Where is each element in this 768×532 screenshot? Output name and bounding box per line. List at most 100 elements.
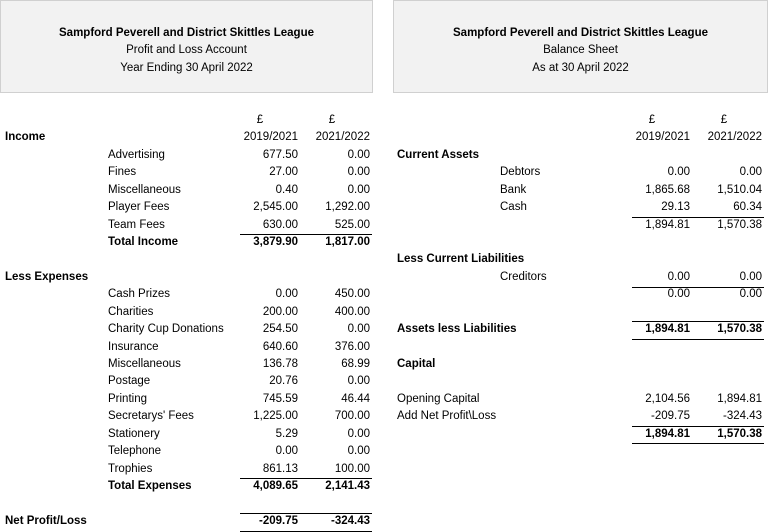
underline	[240, 478, 372, 480]
amount: 0.00	[275, 445, 298, 458]
item-label: Stationery	[108, 427, 160, 440]
amount: 60.34	[733, 201, 762, 214]
amount: 100.00	[334, 462, 370, 475]
amount: 0.00	[347, 148, 370, 161]
item-label: Secretarys' Fees	[108, 410, 194, 423]
amount: 0.00	[347, 427, 370, 440]
amount: 0.00	[667, 288, 690, 301]
column-header: 2021/2022	[707, 131, 762, 144]
item-label: Charity Cup Donations	[108, 323, 224, 336]
underline	[632, 321, 764, 323]
header: Sampford Peverell and District Skittles …	[0, 0, 373, 93]
total-label: Total Expenses	[108, 480, 192, 493]
underline	[632, 426, 764, 428]
underline	[240, 234, 372, 236]
item-label: Printing	[108, 392, 147, 405]
header: Sampford Peverell and District Skittles …	[393, 0, 768, 93]
amount: 0.00	[275, 288, 298, 301]
amount: 630.00	[262, 218, 298, 231]
item-label: Team Fees	[108, 218, 165, 231]
net-label: Net Profit/Loss	[5, 514, 87, 527]
amount: -324.43	[330, 514, 370, 527]
amount: 20.76	[269, 375, 298, 388]
amount: 29.13	[661, 201, 690, 214]
section-label: Less Expenses	[5, 270, 89, 283]
amount: 4,089.65	[253, 480, 298, 493]
section-label: Current Assets	[397, 148, 480, 161]
amount: 3,879.90	[253, 236, 298, 248]
amount: 400.00	[334, 305, 370, 318]
underline	[632, 286, 764, 288]
item-label: Debtors	[500, 166, 541, 179]
amount: 0.00	[347, 183, 370, 196]
org-name: Sampford Peverell and District Skittles …	[453, 27, 708, 39]
amount: 1,292.00	[325, 201, 370, 214]
amount: 450.00	[334, 288, 370, 301]
amount: 1,894.81	[645, 323, 690, 336]
amount: 2,104.56	[645, 392, 690, 405]
item-label: Fines	[108, 166, 137, 179]
amount: 5.29	[275, 427, 298, 440]
amount: 1,570.38	[717, 323, 762, 336]
amount: 1,865.68	[645, 183, 690, 196]
underline	[240, 513, 372, 515]
item-label: Creditors	[500, 270, 547, 283]
amount: 0.00	[739, 270, 762, 283]
item-label: Opening Capital	[397, 392, 480, 405]
amount: 1,570.38	[717, 218, 762, 231]
org-name: Sampford Peverell and District Skittles …	[59, 27, 314, 39]
currency-label: £	[328, 114, 336, 126]
amount: 0.00	[347, 166, 370, 179]
amount: 0.00	[667, 166, 690, 179]
underline	[632, 216, 764, 218]
amount: 0.00	[739, 288, 762, 301]
column-header: 2019/2021	[635, 131, 690, 144]
amount: 861.13	[262, 462, 298, 475]
amount: 640.60	[262, 340, 298, 353]
total-label: Total Income	[108, 236, 179, 248]
item-label: Add Net Profit\Loss	[397, 410, 497, 423]
amount: 0.00	[667, 270, 690, 283]
section-label: Income	[5, 131, 46, 144]
currency-label: £	[720, 114, 728, 126]
sheet-title: Profit and Loss Account	[126, 44, 247, 56]
amount: 2,545.00	[253, 201, 298, 214]
section-label: Capital	[397, 358, 436, 371]
section-label: Less Current Liabilities	[397, 253, 525, 266]
amount: 1,894.81	[717, 392, 762, 405]
amount: 525.00	[334, 218, 370, 231]
amount: 376.00	[334, 340, 370, 353]
amount: 68.99	[341, 358, 370, 371]
item-label: Player Fees	[108, 201, 170, 214]
amount: 0.00	[347, 375, 370, 388]
underline	[632, 443, 764, 445]
item-label: Advertising	[108, 148, 165, 161]
amount: 200.00	[262, 305, 298, 318]
currency-label: £	[648, 114, 656, 126]
item-label: Postage	[108, 375, 151, 388]
amount: 745.59	[262, 392, 298, 405]
section-label: Assets less Liabilities	[397, 323, 517, 336]
item-label: Trophies	[108, 462, 153, 475]
column-header: 2021/2022	[315, 131, 370, 144]
item-label: Bank	[500, 183, 527, 196]
currency-label: £	[256, 114, 264, 126]
amount: 0.00	[347, 445, 370, 458]
amount: 1,894.81	[645, 218, 690, 231]
item-label: Insurance	[108, 340, 159, 353]
item-label: Charities	[108, 305, 154, 318]
amount: 0.00	[347, 323, 370, 336]
column-header: 2019/2021	[243, 131, 298, 144]
amount: 1,894.81	[645, 427, 690, 440]
amount: 677.50	[262, 148, 298, 161]
amount: 2,141.43	[325, 480, 370, 493]
amount: 1,570.38	[717, 427, 762, 440]
period: Year Ending 30 April 2022	[120, 62, 253, 74]
underline	[632, 338, 764, 340]
amount: -209.75	[650, 410, 690, 423]
amount: 1,225.00	[253, 410, 298, 423]
amount: 27.00	[269, 166, 298, 179]
amount: -209.75	[258, 514, 298, 527]
amount: 136.78	[262, 358, 298, 371]
